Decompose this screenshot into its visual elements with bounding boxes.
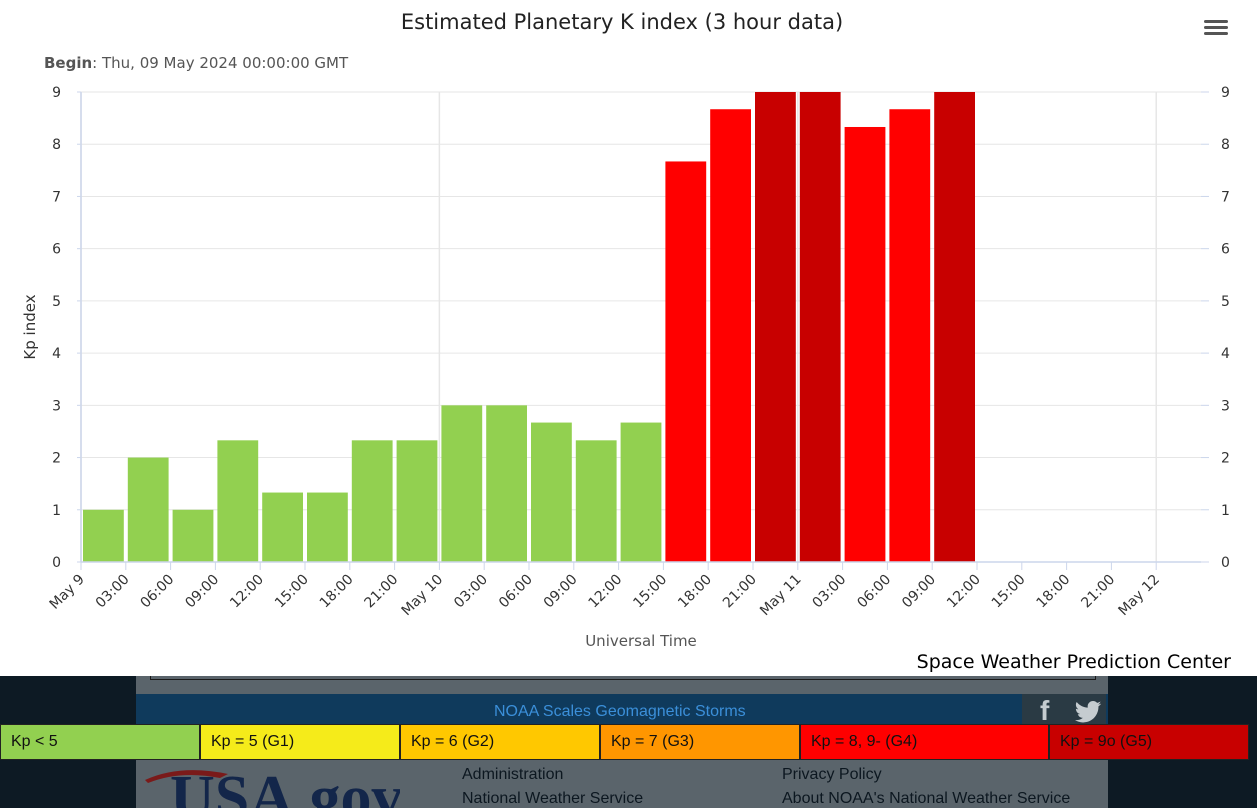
chart-credit: Space Weather Prediction Center bbox=[917, 651, 1232, 673]
kp-bar bbox=[844, 126, 886, 562]
y-tick-label-left: 5 bbox=[52, 294, 61, 310]
x-tick-label: 03:00 bbox=[93, 572, 133, 612]
kp-bar bbox=[172, 509, 214, 562]
kp-bar bbox=[217, 440, 259, 562]
kp-bar bbox=[486, 405, 527, 562]
kp-bar bbox=[934, 92, 975, 562]
kp-bar bbox=[127, 457, 169, 562]
x-tick-label: 15:00 bbox=[989, 572, 1029, 612]
footer-link-administration[interactable]: Administration bbox=[462, 766, 564, 783]
x-tick-label: 18:00 bbox=[675, 572, 715, 612]
kp-color-legend: Kp < 5 Kp = 5 (G1) Kp = 6 (G2) Kp = 7 (G3) K… bbox=[0, 724, 1249, 760]
subtitle-begin-label: Begin bbox=[44, 54, 92, 72]
y-tick-label-left: 6 bbox=[52, 242, 61, 258]
x-tick-label: 21:00 bbox=[362, 572, 402, 612]
kp-bar bbox=[396, 440, 438, 562]
legend-item: Kp = 5 (G1) bbox=[200, 724, 400, 760]
y-tick-label-right: 1 bbox=[1221, 503, 1230, 519]
noaa-scales-link[interactable]: NOAA Scales Geomagnetic Storms bbox=[494, 703, 746, 720]
kp-bar bbox=[755, 92, 796, 562]
x-tick-label: 06:00 bbox=[496, 572, 536, 612]
kp-bar bbox=[710, 109, 751, 562]
x-tick-label: 15:00 bbox=[630, 572, 670, 612]
x-tick-label: May 11 bbox=[757, 572, 805, 620]
y-tick-label-left: 4 bbox=[52, 346, 61, 362]
kp-bar bbox=[307, 492, 348, 562]
footer-title-band bbox=[136, 694, 1108, 726]
x-tick-label: 12:00 bbox=[586, 572, 626, 612]
footer-link-about-nws[interactable]: About NOAA's National Weather Service bbox=[782, 790, 1071, 807]
x-tick-label: May 9 bbox=[47, 572, 88, 613]
subtitle-begin-value: : Thu, 09 May 2024 00:00:00 GMT bbox=[92, 54, 349, 72]
x-tick-label: 03:00 bbox=[451, 572, 491, 612]
x-axis-title: Universal Time bbox=[585, 632, 697, 650]
x-tick-label: May 10 bbox=[399, 572, 447, 620]
kp-bar bbox=[665, 161, 707, 562]
y-tick-label-right: 6 bbox=[1221, 242, 1230, 258]
chart-title: Estimated Planetary K index (3 hour data… bbox=[401, 10, 843, 34]
x-tick-label: May 12 bbox=[1115, 572, 1163, 620]
x-tick-label: 06:00 bbox=[854, 572, 894, 612]
hamburger-menu-icon[interactable] bbox=[1200, 16, 1232, 44]
kp-bar bbox=[799, 92, 841, 562]
x-tick-label: 21:00 bbox=[720, 572, 760, 612]
x-tick-label: 06:00 bbox=[138, 572, 178, 612]
x-tick-label: 09:00 bbox=[541, 572, 581, 612]
y-tick-label-left: 1 bbox=[52, 503, 61, 519]
chart-subtitle: Begin: Thu, 09 May 2024 00:00:00 GMT bbox=[44, 54, 349, 72]
kp-bar bbox=[351, 440, 393, 562]
y-tick-label-right: 8 bbox=[1221, 137, 1230, 153]
legend-item: Kp < 5 bbox=[0, 724, 200, 760]
legend-item: Kp = 6 (G2) bbox=[400, 724, 600, 760]
footer-link-privacy-policy[interactable]: Privacy Policy bbox=[782, 766, 882, 783]
facebook-icon[interactable]: f bbox=[1040, 695, 1050, 726]
y-tick-label-left: 2 bbox=[52, 451, 61, 467]
kp-bar bbox=[531, 422, 572, 562]
y-tick-label-right: 9 bbox=[1221, 85, 1230, 101]
legend-item: Kp = 7 (G3) bbox=[600, 724, 800, 760]
y-tick-label-left: 8 bbox=[52, 137, 61, 153]
x-tick-label: 09:00 bbox=[182, 572, 222, 612]
x-tick-label: 03:00 bbox=[810, 572, 850, 612]
kp-bar bbox=[620, 422, 662, 562]
y-tick-label-right: 0 bbox=[1221, 555, 1230, 571]
y-tick-label-left: 9 bbox=[52, 85, 61, 101]
x-tick-label: 09:00 bbox=[899, 572, 939, 612]
footer-link-nws[interactable]: National Weather Service bbox=[462, 790, 644, 807]
usa-gov-logo-graphic: USA.gov bbox=[145, 764, 400, 808]
kp-bar bbox=[83, 509, 124, 562]
y-tick-label-right: 7 bbox=[1221, 189, 1230, 205]
y-axis-title: Kp index bbox=[21, 294, 39, 359]
y-tick-label-left: 3 bbox=[52, 398, 61, 414]
y-tick-label-right: 5 bbox=[1221, 294, 1230, 310]
kp-index-chart: 0 0 1 1 2 2 3 3 4 4 5 5 6 6 7 7 8 8 9 9 May 9 03:00 06:00 09:00… bbox=[21, 10, 1232, 673]
kp-bar bbox=[441, 405, 483, 562]
kp-bar bbox=[262, 492, 303, 562]
y-tick-label-right: 4 bbox=[1221, 346, 1230, 362]
x-tick-label: 12:00 bbox=[944, 572, 984, 612]
usa-gov-text: USA.gov bbox=[170, 764, 400, 808]
y-tick-label-right: 2 bbox=[1221, 451, 1230, 467]
kp-bar bbox=[889, 109, 931, 562]
x-tick-label: 21:00 bbox=[1078, 572, 1118, 612]
x-tick-label: 12:00 bbox=[227, 572, 267, 612]
legend-item: Kp = 9o (G5) bbox=[1049, 724, 1249, 760]
legend-item: Kp = 8, 9- (G4) bbox=[800, 724, 1049, 760]
y-tick-label-right: 3 bbox=[1221, 398, 1230, 414]
twitter-icon[interactable] bbox=[1074, 701, 1102, 723]
y-tick-label-left: 7 bbox=[52, 189, 61, 205]
usa-gov-logo[interactable]: USA.gov bbox=[140, 758, 400, 808]
x-tick-label: 15:00 bbox=[272, 572, 312, 612]
y-tick-label-left: 0 bbox=[52, 555, 61, 571]
x-tick-label: 18:00 bbox=[1034, 572, 1074, 612]
footer-divider bbox=[150, 676, 1096, 680]
x-tick-label: 18:00 bbox=[317, 572, 357, 612]
kp-bar bbox=[575, 440, 617, 562]
